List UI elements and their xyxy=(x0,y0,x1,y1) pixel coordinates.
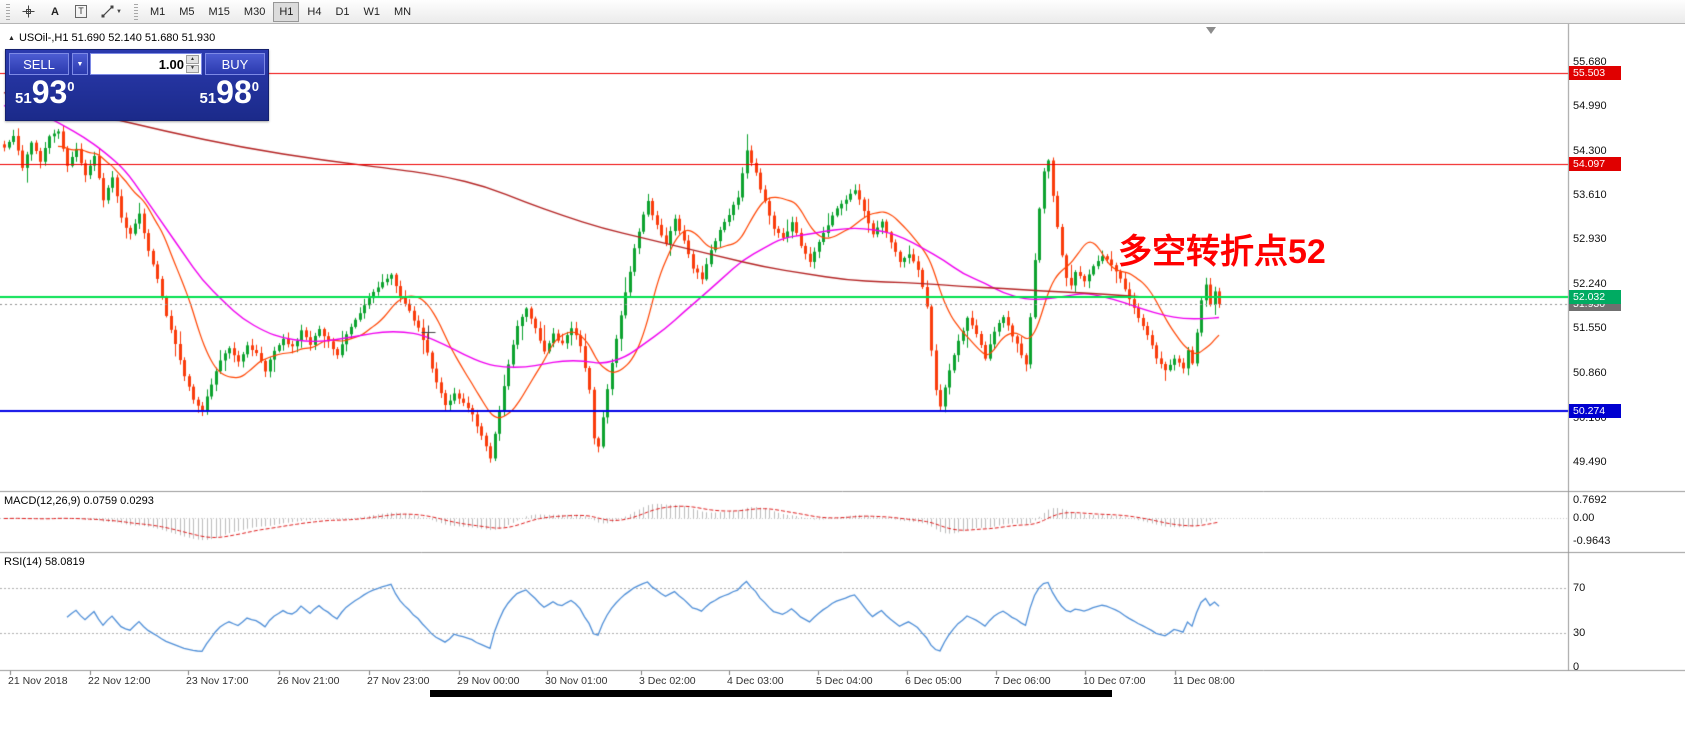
macd-axis-label: 0.7692 xyxy=(1573,493,1607,506)
one-click-trading-panel: SELL ▼ ▲ ▼ BUY 51930 51980 xyxy=(5,49,269,121)
trendline-icon xyxy=(101,5,114,18)
bid-price: 51930 xyxy=(15,74,75,110)
price-line-badge: 52.032 xyxy=(1569,290,1621,305)
time-label: 23 Nov 17:00 xyxy=(186,675,249,687)
macd-axis-label: -0.9643 xyxy=(1573,535,1611,548)
time-label: 26 Nov 21:00 xyxy=(277,675,340,687)
timeframe-m1-button[interactable]: M1 xyxy=(144,2,171,22)
time-label: 11 Dec 08:00 xyxy=(1173,675,1235,687)
time-label: 4 Dec 03:00 xyxy=(727,675,784,687)
toolbar-drag-handle-2[interactable] xyxy=(133,3,138,20)
rsi-axis-label: 70 xyxy=(1573,582,1586,594)
text-tool-button[interactable]: A xyxy=(43,2,67,22)
price-line-badge: 54.097 xyxy=(1569,156,1621,171)
chevron-down-icon: ▼ xyxy=(116,8,122,15)
time-label: 22 Nov 12:00 xyxy=(88,675,151,687)
price-chart-canvas[interactable] xyxy=(0,24,1685,690)
macd-indicator-label: MACD(12,26,9) 0.0759 0.0293 xyxy=(4,495,154,507)
volume-decrease-button[interactable]: ▼ xyxy=(186,64,199,73)
time-label: 5 Dec 04:00 xyxy=(816,675,873,687)
volume-increase-button[interactable]: ▲ xyxy=(186,55,199,64)
price-line-badge: 55.503 xyxy=(1569,66,1621,81)
timeframe-mn-button[interactable]: MN xyxy=(388,2,417,22)
volume-dropdown-button[interactable]: ▼ xyxy=(72,53,88,75)
chart-symbol-header: ▲ USOil-,H1 51.690 52.140 51.680 51.930 xyxy=(8,32,215,44)
volume-spinner: ▲ ▼ xyxy=(186,55,199,73)
time-label: 6 Dec 05:00 xyxy=(905,675,962,687)
toolbar: A T ▼ M1 M5 M15 M30 H1 H4 D1 W1 MN xyxy=(0,0,1685,24)
one-click-expand-icon[interactable]: ▲ xyxy=(8,34,15,42)
time-label: 10 Dec 07:00 xyxy=(1083,675,1146,687)
sell-button[interactable]: SELL xyxy=(9,53,69,75)
time-label: 30 Nov 01:00 xyxy=(545,675,608,687)
price-tick: 49.490 xyxy=(1573,455,1607,468)
price-tick: 51.550 xyxy=(1573,322,1607,335)
price-axis[interactable]: 55.680 54.990 54.300 53.610 52.930 52.240 51.5… xyxy=(1569,24,1685,690)
rsi-axis-label: 30 xyxy=(1573,627,1586,639)
shapes-tool-button[interactable]: ▼ xyxy=(95,2,128,22)
price-tick: 50.860 xyxy=(1573,367,1607,380)
time-label: 3 Dec 02:00 xyxy=(639,675,696,687)
time-label: 27 Nov 23:00 xyxy=(367,675,430,687)
time-label: 7 Dec 06:00 xyxy=(994,675,1051,687)
text-label-icon: T xyxy=(75,5,87,18)
time-label: 29 Nov 00:00 xyxy=(457,675,520,687)
volume-control: ▼ ▲ ▼ xyxy=(72,53,202,75)
timeframe-w1-button[interactable]: W1 xyxy=(358,2,387,22)
chart-annotation-text: 多空转折点52 xyxy=(1118,233,1326,271)
price-line-badge: 50.274 xyxy=(1569,403,1621,418)
rsi-indicator-label: RSI(14) 58.0819 xyxy=(4,556,85,568)
price-tick: 54.990 xyxy=(1573,100,1607,113)
price-tick: 53.610 xyxy=(1573,189,1607,202)
time-axis[interactable]: 21 Nov 2018 22 Nov 12:00 23 Nov 17:00 26 No… xyxy=(0,670,1568,690)
timeframe-m15-button[interactable]: M15 xyxy=(203,2,236,22)
crosshair-tool-button[interactable] xyxy=(16,2,41,22)
timeframe-d1-button[interactable]: D1 xyxy=(329,2,355,22)
chart-shift-marker-icon[interactable] xyxy=(1206,27,1216,34)
rsi-axis-label: 0 xyxy=(1573,660,1580,673)
bottom-strip xyxy=(0,690,1685,748)
timeframe-h1-button[interactable]: H1 xyxy=(273,1,300,22)
ask-price: 51980 xyxy=(199,74,259,110)
volume-input[interactable] xyxy=(90,53,202,75)
price-tick: 54.300 xyxy=(1573,144,1607,157)
macd-axis-label: 0.00 xyxy=(1573,512,1595,524)
chart-area: ▲ USOil-,H1 51.690 52.140 51.680 51.930 … xyxy=(0,24,1685,690)
price-tick: 52.930 xyxy=(1573,233,1607,246)
price-tick: 52.240 xyxy=(1573,277,1607,290)
time-label: 21 Nov 2018 xyxy=(8,675,68,687)
buy-button[interactable]: BUY xyxy=(205,53,265,75)
toolbar-drag-handle[interactable] xyxy=(6,3,10,20)
timeframe-h4-button[interactable]: H4 xyxy=(301,2,327,22)
text-label-tool-button[interactable]: T xyxy=(69,2,93,22)
price-tick: 55.680 xyxy=(1573,55,1607,68)
timeframe-m30-button[interactable]: M30 xyxy=(238,2,271,22)
crosshair-icon xyxy=(22,5,35,18)
bottom-black-bar xyxy=(430,690,1112,697)
text-tool-icon: A xyxy=(51,5,59,18)
timeframe-m5-button[interactable]: M5 xyxy=(173,2,200,22)
symbol-ohlc-text: USOil-,H1 51.690 52.140 51.680 51.930 xyxy=(18,32,216,44)
